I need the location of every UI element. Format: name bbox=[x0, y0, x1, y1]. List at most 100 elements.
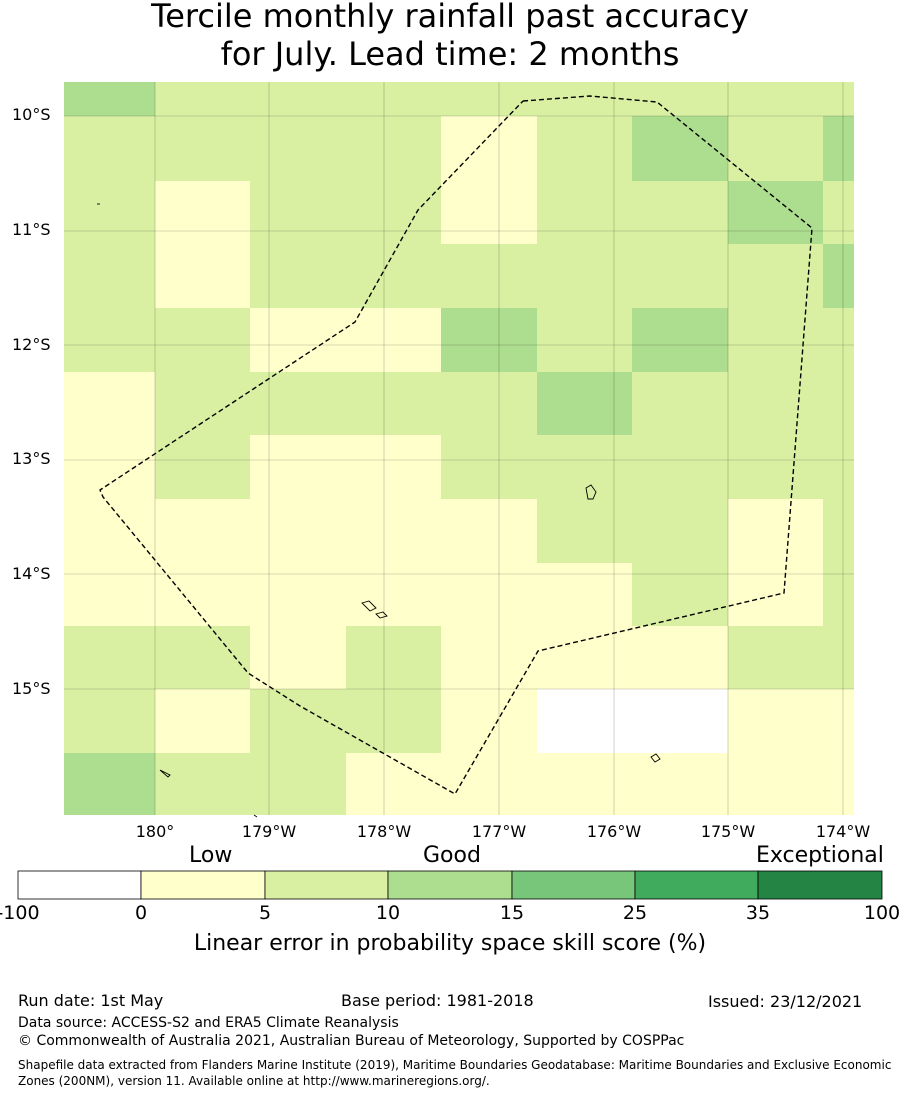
skill-cell bbox=[346, 499, 441, 563]
skill-cell bbox=[250, 689, 346, 753]
skill-cell bbox=[155, 181, 250, 244]
lat-label: 12°S bbox=[12, 335, 51, 354]
chart-title-line-1: Tercile monthly rainfall past accuracy bbox=[151, 0, 749, 35]
skill-cell bbox=[728, 82, 854, 116]
skill-cell bbox=[346, 181, 441, 244]
skill-cell bbox=[155, 499, 250, 563]
skill-cell bbox=[346, 753, 441, 815]
skill-cell bbox=[346, 626, 441, 689]
colorbar-segment bbox=[264, 870, 389, 900]
skill-cell bbox=[728, 435, 823, 499]
skill-cell bbox=[823, 435, 854, 499]
skill-cell bbox=[441, 308, 537, 372]
skill-cell bbox=[346, 563, 441, 626]
skill-cell bbox=[64, 116, 155, 181]
lat-label: 13°S bbox=[12, 449, 51, 468]
copyright-notice: © Commonwealth of Australia 2021, Austra… bbox=[18, 1033, 685, 1049]
skill-cell bbox=[155, 563, 250, 626]
lon-label: 176°W bbox=[586, 822, 642, 841]
skill-cell bbox=[823, 689, 854, 753]
skill-cell bbox=[64, 82, 155, 116]
skill-cell bbox=[728, 689, 823, 753]
skill-cell bbox=[441, 689, 537, 753]
skill-cell bbox=[728, 499, 823, 563]
colorbar-tick-label: 35 bbox=[745, 902, 771, 924]
skill-cell bbox=[64, 435, 155, 499]
skill-cell bbox=[728, 308, 823, 372]
issued-date: Issued: 23/12/2021 bbox=[708, 992, 863, 1011]
skill-cell bbox=[823, 308, 854, 372]
island-outline bbox=[375, 611, 388, 619]
skill-cell bbox=[346, 689, 441, 753]
skill-cell bbox=[155, 753, 250, 815]
skill-cell bbox=[64, 308, 155, 372]
skill-cell bbox=[155, 435, 250, 499]
eez-boundary-line bbox=[99, 95, 813, 795]
skill-cell bbox=[537, 116, 632, 181]
skill-cell bbox=[441, 563, 537, 626]
skill-cell bbox=[250, 116, 346, 181]
lat-label: 14°S bbox=[12, 564, 51, 583]
skill-cell bbox=[441, 499, 537, 563]
skill-cell bbox=[441, 626, 537, 689]
lon-label: 180° bbox=[135, 822, 175, 841]
skill-cell bbox=[632, 753, 728, 815]
skill-cell bbox=[632, 244, 728, 308]
colorbar-segment bbox=[511, 870, 636, 900]
lat-label: 11°S bbox=[12, 220, 51, 239]
skill-cell bbox=[250, 372, 346, 435]
skill-cell bbox=[537, 308, 632, 372]
skill-cell bbox=[823, 244, 854, 308]
skill-cell bbox=[537, 753, 632, 815]
skill-cell bbox=[537, 181, 632, 244]
lon-label: 178°W bbox=[356, 822, 412, 841]
skill-cell bbox=[155, 372, 250, 435]
skill-cell bbox=[250, 626, 346, 689]
skill-cell bbox=[64, 499, 155, 563]
shapefile-credit: Shapefile data extracted from Flanders M… bbox=[18, 1058, 892, 1088]
skill-cell bbox=[441, 244, 537, 308]
lat-label: 15°S bbox=[12, 679, 51, 698]
skill-cell bbox=[64, 689, 155, 753]
skill-cell bbox=[64, 372, 155, 435]
island-outline bbox=[253, 814, 258, 818]
skill-cell bbox=[250, 499, 346, 563]
skill-cell bbox=[537, 82, 632, 116]
skill-cell bbox=[632, 563, 728, 626]
skill-cell bbox=[632, 372, 728, 435]
skill-cell bbox=[155, 244, 250, 308]
colorbar-tick-label: 0 bbox=[134, 902, 148, 924]
skill-cell bbox=[64, 563, 155, 626]
colorbar-tick-label: 10 bbox=[375, 902, 401, 924]
lon-label: 174°W bbox=[815, 822, 871, 841]
colorbar-segment bbox=[17, 870, 142, 900]
skill-cell bbox=[346, 82, 441, 116]
skill-cell bbox=[823, 626, 854, 689]
skill-cell bbox=[250, 82, 346, 116]
skill-cell bbox=[537, 372, 632, 435]
skill-cell bbox=[250, 563, 346, 626]
skill-cell bbox=[441, 435, 537, 499]
skill-cell bbox=[632, 116, 728, 181]
skill-cell bbox=[632, 82, 728, 116]
skill-cell bbox=[250, 308, 346, 372]
skill-cell bbox=[728, 753, 823, 815]
lon-label: 179°W bbox=[241, 822, 297, 841]
skill-cell bbox=[632, 435, 728, 499]
skill-cell bbox=[155, 308, 250, 372]
base-period: Base period: 1981-2018 bbox=[341, 991, 534, 1010]
skill-cell bbox=[250, 244, 346, 308]
skill-cell bbox=[823, 372, 854, 435]
legend-category-good: Good bbox=[423, 843, 481, 868]
island-outline bbox=[585, 484, 597, 500]
skill-cell bbox=[632, 689, 728, 753]
skill-cell bbox=[250, 435, 346, 499]
skill-cell bbox=[441, 82, 537, 116]
skill-cell bbox=[537, 563, 632, 626]
legend-category-low: Low bbox=[189, 843, 233, 868]
colorbar-segment bbox=[634, 870, 759, 900]
skill-cell bbox=[250, 753, 346, 815]
colorbar-tick-label: 15 bbox=[499, 902, 525, 924]
skill-cell bbox=[346, 372, 441, 435]
